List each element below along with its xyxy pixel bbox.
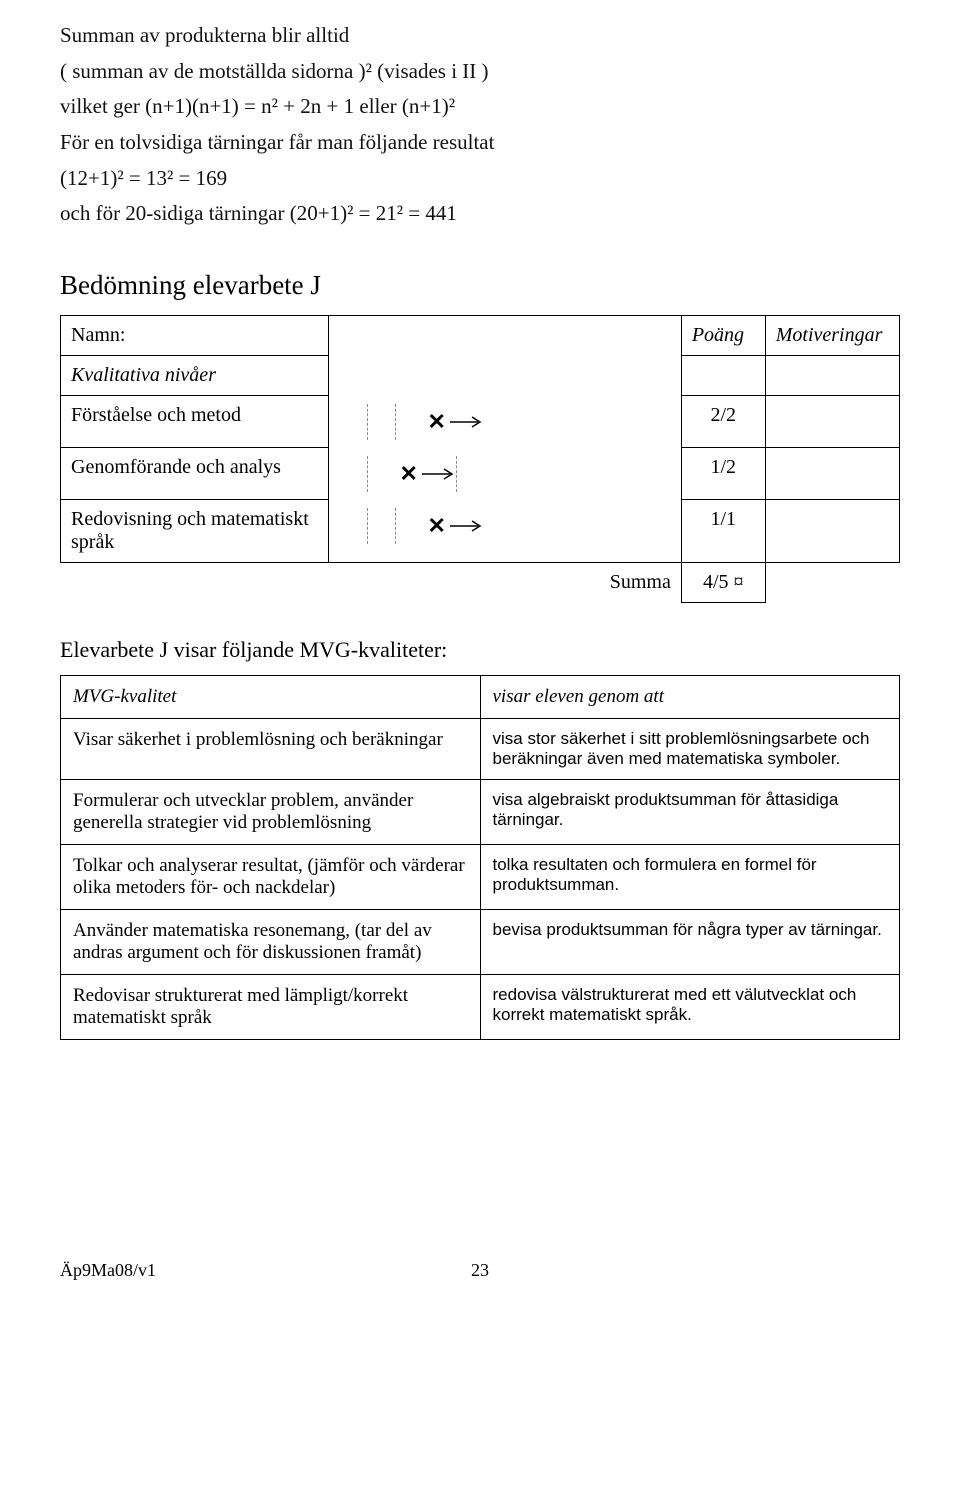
hw-line: och för 20-sidiga tärningar (20+1)² = 21…: [60, 196, 900, 232]
x-mark-icon: ✕: [395, 456, 421, 492]
mvg-left: Tolkar och analyserar resultat, (jämför …: [61, 845, 481, 910]
mvg-subtitle: Elevarbete J visar följande MVG-kvalitet…: [60, 637, 900, 663]
assess-motiv: [765, 448, 899, 500]
mvg-left: Använder matematiska resonemang, (tar de…: [61, 910, 481, 975]
assess-col-levels: [329, 316, 681, 356]
hw-line: För en tolvsidiga tärningar får man följ…: [60, 125, 900, 161]
assess-col-points: Poäng: [681, 316, 765, 356]
hw-line: (12+1)² = 13² = 169: [60, 161, 900, 197]
mvg-right: tolka resultaten och formulera en formel…: [480, 845, 900, 910]
mvg-h1: MVG-kvalitet: [61, 676, 481, 719]
mvg-left: Redovisar strukturerat med lämpligt/korr…: [61, 975, 481, 1040]
footer-left: Äp9Ma08/v1: [60, 1260, 156, 1281]
section-title: Bedömning elevarbete J: [60, 270, 900, 301]
mvg-right: bevisa produktsumman för några typer av …: [480, 910, 900, 975]
handwritten-work: Summan av produkterna blir alltid ( summ…: [60, 0, 900, 242]
assess-row-label: Redovisning och matematiskt språk: [61, 500, 329, 563]
summa-label: Summa: [329, 563, 681, 603]
footer-page-number: 23: [471, 1260, 489, 1281]
mvg-right: visa algebraiskt produktsumman för åttas…: [480, 780, 900, 845]
arrow-right-icon: [422, 456, 456, 492]
assess-row-label: Förståelse och metod: [61, 396, 329, 448]
summa-value: 4/5 ¤: [681, 563, 765, 603]
mvg-left: Visar säkerhet i problemlösning och berä…: [61, 719, 481, 780]
page-footer: Äp9Ma08/v1 23: [60, 1260, 900, 1281]
assess-levels-cell: ✕: [329, 500, 681, 563]
assess-levels-cell: ✕: [329, 448, 681, 500]
hw-line: ( summan av de motställda sidorna )² (vi…: [60, 54, 900, 90]
assess-row-label: Genomförande och analys: [61, 448, 329, 500]
x-mark-icon: ✕: [423, 508, 449, 544]
assess-score: 1/2: [681, 448, 765, 500]
assess-motiv: [765, 396, 899, 448]
arrow-right-icon: [450, 404, 484, 440]
assess-score: 1/1: [681, 500, 765, 563]
assess-col-kval: Kvalitativa nivåer: [61, 356, 329, 396]
mvg-left: Formulerar och utvecklar problem, använd…: [61, 780, 481, 845]
hw-line: vilket ger (n+1)(n+1) = n² + 2n + 1 elle…: [60, 89, 900, 125]
assessment-table: Namn: Poäng Motiveringar Kvalitativa niv…: [60, 315, 900, 603]
mvg-right: redovisa välstrukturerat med ett välutve…: [480, 975, 900, 1040]
assess-score: 2/2: [681, 396, 765, 448]
mvg-h2: visar eleven genom att: [480, 676, 900, 719]
assess-levels-cell: ✕: [329, 396, 681, 448]
assess-col-motiv: Motiveringar: [765, 316, 899, 356]
mvg-right: visa stor säkerhet i sitt problemlösning…: [480, 719, 900, 780]
x-mark-icon: ✕: [423, 404, 449, 440]
assess-col-name: Namn:: [61, 316, 329, 356]
arrow-right-icon: [450, 508, 484, 544]
hw-line: Summan av produkterna blir alltid: [60, 18, 900, 54]
assess-motiv: [765, 500, 899, 563]
mvg-table: MVG-kvalitet visar eleven genom att Visa…: [60, 675, 900, 1040]
